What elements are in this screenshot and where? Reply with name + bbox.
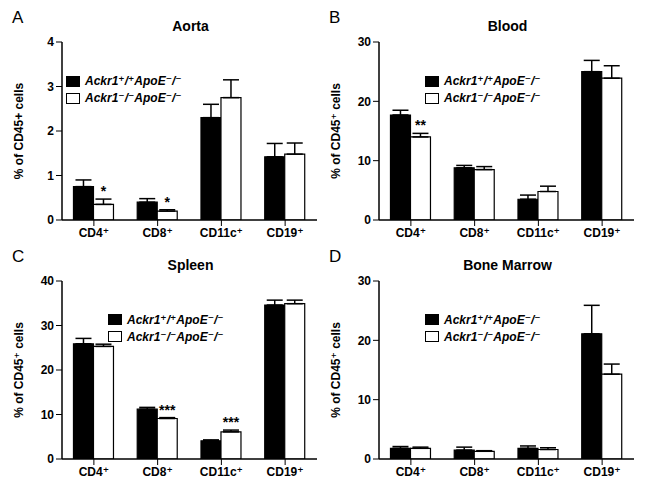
svg-text:10: 10 xyxy=(41,407,55,421)
svg-text:CD8⁺: CD8⁺ xyxy=(142,464,172,478)
html-text:Spleen: Spleen xyxy=(167,256,214,273)
svg-text:**: ** xyxy=(415,117,426,133)
svg-text:CD4⁺: CD4⁺ xyxy=(79,226,109,240)
html-text:Ackr1⁺/⁺ApoE⁻/⁻: Ackr1⁺/⁺ApoE⁻/⁻ xyxy=(444,74,541,88)
svg-text:30: 30 xyxy=(358,274,372,288)
html-text:Ackr1⁺/⁺ApoE⁻/⁻: Ackr1⁺/⁺ApoE⁻/⁻ xyxy=(85,74,182,88)
html-text:Aorta: Aorta xyxy=(172,18,209,34)
html-text:Blood: Blood xyxy=(487,18,528,34)
svg-text:CD4⁺: CD4⁺ xyxy=(396,464,426,478)
svg-text:30: 30 xyxy=(41,318,55,332)
svg-text:0: 0 xyxy=(364,213,371,227)
svg-text:*: * xyxy=(164,194,170,210)
svg-text:CD8⁺: CD8⁺ xyxy=(459,226,489,240)
svg-text:3: 3 xyxy=(47,80,54,94)
svg-text:0: 0 xyxy=(364,452,371,466)
svg-text:CD19⁺: CD19⁺ xyxy=(584,464,621,478)
html-text:Ackr1⁻/⁻ApoE⁻/⁻: Ackr1⁻/⁻ApoE⁻/⁻ xyxy=(127,329,224,344)
svg-text:1: 1 xyxy=(47,169,54,183)
svg-text:30: 30 xyxy=(358,35,372,49)
svg-text:20: 20 xyxy=(358,333,372,347)
svg-text:0: 0 xyxy=(47,452,54,466)
svg-text:CD4⁺: CD4⁺ xyxy=(396,226,426,240)
html-text:D: D xyxy=(329,246,342,266)
svg-text:4: 4 xyxy=(47,35,54,49)
svg-text:20: 20 xyxy=(358,95,372,109)
svg-text:% of CD45⁺ cells: % of CD45⁺ cells xyxy=(329,83,343,179)
html-text:C: C xyxy=(12,246,25,266)
svg-text:CD4⁺: CD4⁺ xyxy=(79,464,109,478)
svg-text:20: 20 xyxy=(41,363,55,377)
svg-text:CD11c⁺: CD11c⁺ xyxy=(517,226,560,240)
svg-text:2: 2 xyxy=(47,124,54,138)
svg-text:% of CD45⁺ cells: % of CD45⁺ cells xyxy=(12,321,26,417)
svg-text:***: *** xyxy=(159,401,176,417)
svg-text:CD11c⁺: CD11c⁺ xyxy=(200,226,243,240)
svg-text:0: 0 xyxy=(47,213,54,227)
svg-text:*: * xyxy=(101,183,107,199)
html-text:Ackr1⁻/⁻ApoE⁻/⁻: Ackr1⁻/⁻ApoE⁻/⁻ xyxy=(444,91,541,105)
svg-text:40: 40 xyxy=(41,274,55,288)
html-text:Ackr1⁺/⁺ApoE⁻/⁻: Ackr1⁺/⁺ApoE⁻/⁻ xyxy=(444,312,541,327)
svg-text:CD19⁺: CD19⁺ xyxy=(267,226,304,240)
svg-text:CD8⁺: CD8⁺ xyxy=(142,226,172,240)
svg-text:CD19⁺: CD19⁺ xyxy=(267,464,304,478)
svg-text:CD8⁺: CD8⁺ xyxy=(459,464,489,478)
svg-text:***: *** xyxy=(223,414,240,430)
html-text:Bone Marrow: Bone Marrow xyxy=(463,256,552,273)
svg-text:CD11c⁺: CD11c⁺ xyxy=(200,464,243,478)
svg-text:% of CD45+ cells: % of CD45+ cells xyxy=(12,82,26,179)
svg-text:CD11c⁺: CD11c⁺ xyxy=(517,464,560,478)
html-text:B: B xyxy=(329,8,341,27)
html-text:Ackr1⁺/⁺ApoE⁻/⁻: Ackr1⁺/⁺ApoE⁻/⁻ xyxy=(127,312,224,327)
svg-text:10: 10 xyxy=(358,154,372,168)
html-text:A: A xyxy=(12,8,24,27)
svg-text:CD19⁺: CD19⁺ xyxy=(584,226,621,240)
html-text:Ackr1⁻/⁻ApoE⁻/⁻: Ackr1⁻/⁻ApoE⁻/⁻ xyxy=(444,329,541,344)
html-text:Ackr1⁻/⁻ApoE⁻/⁻: Ackr1⁻/⁻ApoE⁻/⁻ xyxy=(85,91,182,105)
svg-text:% of CD45⁺ cells: % of CD45⁺ cells xyxy=(329,321,343,417)
svg-text:10: 10 xyxy=(358,392,372,406)
